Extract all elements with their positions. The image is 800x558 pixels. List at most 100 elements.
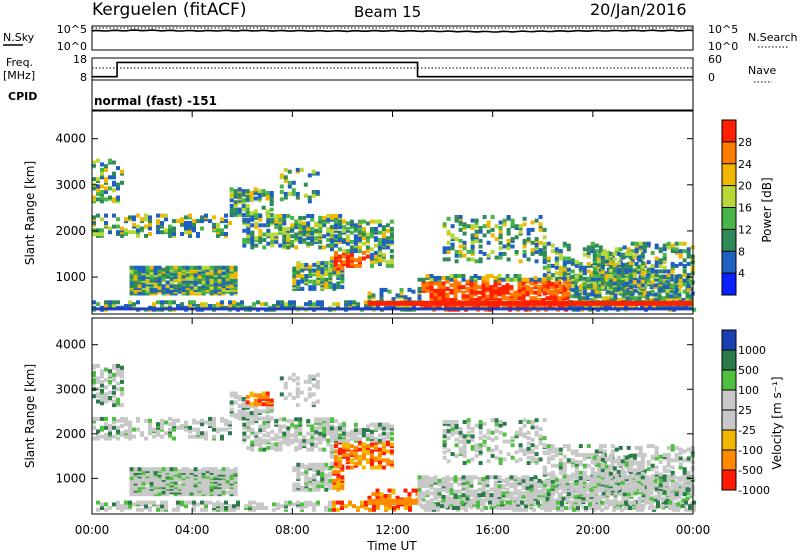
velocity-cell bbox=[446, 495, 450, 499]
velocity-cell bbox=[242, 432, 246, 436]
velocity-cell bbox=[266, 395, 270, 399]
velocity-cell bbox=[254, 399, 258, 403]
power-cell bbox=[166, 281, 170, 285]
velocity-cell bbox=[482, 493, 486, 497]
power-cell bbox=[336, 274, 340, 278]
power-cell bbox=[164, 214, 168, 218]
power-cell bbox=[112, 214, 116, 218]
power-cell bbox=[112, 197, 116, 201]
velocity-cell bbox=[442, 482, 446, 486]
velocity-cell bbox=[270, 417, 274, 421]
power-cell bbox=[330, 247, 334, 251]
velocity-cell bbox=[238, 409, 242, 413]
power-cell bbox=[551, 249, 555, 253]
power-cell bbox=[613, 287, 617, 291]
power-cell bbox=[687, 262, 691, 266]
power-cell bbox=[142, 266, 146, 270]
power-cell bbox=[116, 166, 120, 170]
power-cell bbox=[551, 273, 555, 277]
power-cell bbox=[330, 214, 334, 218]
power-cell bbox=[282, 218, 286, 222]
velocity-cell bbox=[262, 439, 266, 443]
velocity-cell bbox=[278, 446, 282, 450]
power-cell bbox=[218, 273, 222, 277]
power-cell bbox=[543, 266, 547, 270]
mhz-label: [MHz] bbox=[3, 69, 35, 82]
velocity-cell bbox=[104, 392, 108, 396]
power-cell bbox=[486, 294, 490, 298]
velocity-cell bbox=[338, 457, 342, 461]
velocity-cell bbox=[463, 447, 467, 451]
power-cell bbox=[260, 302, 264, 306]
power-cell bbox=[438, 296, 442, 300]
power-cell bbox=[134, 266, 138, 270]
power-cell bbox=[180, 223, 184, 227]
power-cell bbox=[617, 287, 621, 291]
velocity-cell bbox=[338, 433, 342, 437]
power-cell bbox=[374, 227, 378, 231]
velocity-cell bbox=[242, 435, 246, 439]
power-cell bbox=[158, 277, 162, 281]
power-cell bbox=[186, 292, 190, 296]
velocity-cell bbox=[530, 477, 534, 481]
power-cell bbox=[587, 262, 591, 266]
power-cell bbox=[531, 241, 535, 245]
power-cell bbox=[490, 296, 494, 300]
power-cell bbox=[220, 232, 224, 236]
power-cell bbox=[506, 287, 510, 291]
power-cell bbox=[322, 216, 326, 220]
velocity-cell bbox=[230, 474, 234, 478]
power-cell bbox=[188, 225, 192, 229]
power-cell bbox=[224, 225, 228, 229]
power-cell bbox=[358, 257, 362, 261]
power-cell bbox=[495, 224, 499, 228]
power-cell bbox=[687, 288, 691, 292]
power-cell bbox=[482, 289, 486, 293]
power-cell bbox=[108, 300, 112, 304]
power-cell bbox=[250, 223, 254, 227]
power-cell bbox=[140, 227, 144, 231]
velocity-cell bbox=[442, 495, 446, 499]
power-cell bbox=[446, 287, 450, 291]
velocity-cell bbox=[304, 470, 308, 474]
velocity-cell bbox=[164, 421, 168, 425]
power-cell bbox=[326, 214, 330, 218]
velocity-cell bbox=[120, 403, 124, 407]
power-cell bbox=[290, 240, 294, 244]
power-cell bbox=[350, 245, 354, 249]
power-cell bbox=[146, 266, 150, 270]
power-cell bbox=[434, 281, 438, 285]
power-cell bbox=[683, 242, 687, 246]
power-cell bbox=[136, 300, 140, 304]
power-cell bbox=[316, 300, 320, 304]
velocity-cell bbox=[662, 497, 666, 501]
velocity-cell bbox=[132, 428, 136, 432]
power-cell bbox=[494, 276, 498, 280]
power-cell bbox=[571, 284, 575, 288]
velocity-cell bbox=[326, 442, 330, 446]
power-cell bbox=[162, 284, 166, 288]
power-cell bbox=[362, 233, 366, 237]
velocity-cell bbox=[378, 457, 382, 461]
power-cell bbox=[258, 240, 262, 244]
velocity-cell bbox=[254, 417, 258, 421]
power-cell bbox=[358, 238, 362, 242]
power-cell bbox=[242, 208, 246, 212]
velocity-cell bbox=[246, 446, 250, 450]
power-cell bbox=[350, 231, 354, 235]
power-cell bbox=[551, 282, 555, 286]
power-cell bbox=[184, 230, 188, 234]
velocity-cell bbox=[156, 422, 160, 426]
power-cell bbox=[172, 227, 176, 231]
velocity-cell bbox=[186, 467, 190, 471]
power-cell bbox=[144, 234, 148, 238]
power-cell bbox=[96, 197, 100, 201]
power-cell bbox=[372, 293, 376, 297]
velocity-cell bbox=[292, 482, 296, 486]
power-cell bbox=[228, 300, 232, 304]
power-cell bbox=[679, 262, 683, 266]
velocity-cell bbox=[318, 417, 322, 421]
velocity-cell bbox=[614, 497, 618, 501]
power-cell bbox=[358, 245, 362, 249]
